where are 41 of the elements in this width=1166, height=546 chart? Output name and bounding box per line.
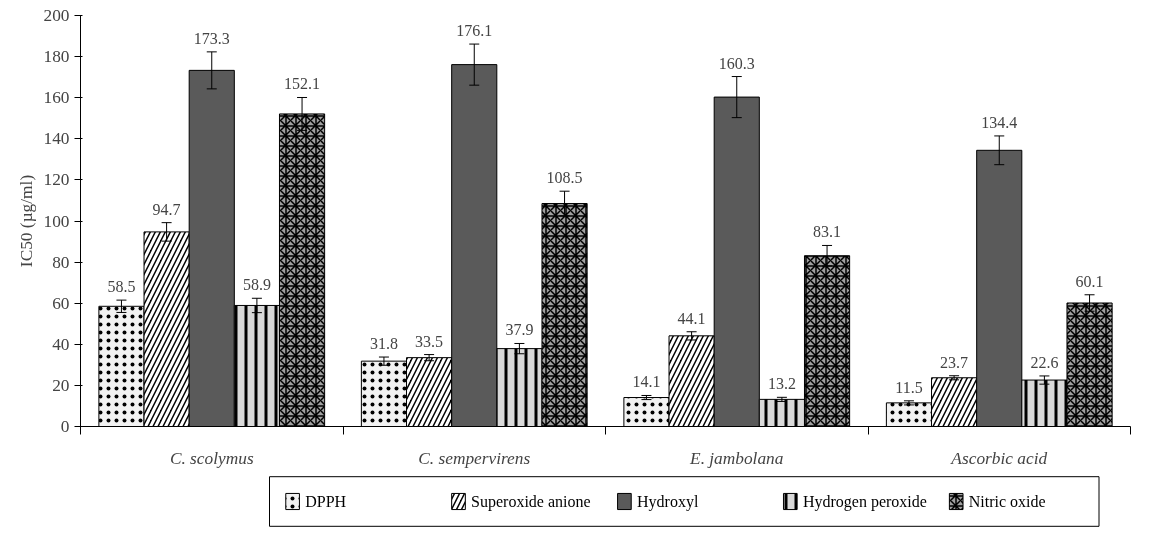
y-tick-label: 160	[43, 88, 70, 108]
y-tick-label: 40	[52, 334, 70, 354]
legend-label: Superoxide anione	[471, 493, 591, 511]
data-label: 31.8	[369, 335, 398, 353]
x-tick-label: C. scolymus	[169, 448, 254, 468]
y-tick-label: 60	[52, 293, 70, 313]
data-label: 13.2	[767, 375, 796, 393]
y-axis-title: IC50 (µg/ml)	[16, 174, 36, 268]
x-tick-label: Ascorbic acid	[950, 448, 1048, 468]
data-label: 83.1	[813, 223, 842, 241]
data-label: 94.7	[152, 200, 181, 218]
data-label: 11.5	[895, 378, 923, 396]
legend-label: Nitric oxide	[968, 493, 1046, 510]
data-label: 60.1	[1075, 272, 1104, 290]
data-label: 134.4	[981, 113, 1018, 131]
x-tick-label: E. jambolana	[689, 448, 784, 468]
data-label: 152.1	[284, 75, 321, 93]
y-tick-label: 80	[52, 252, 70, 272]
y-tick-label: 0	[60, 417, 70, 436]
data-label: 173.3	[193, 29, 230, 47]
data-label: 108.5	[546, 169, 583, 187]
y-tick-label: 20	[52, 375, 70, 395]
data-label: 58.9	[242, 276, 271, 294]
y-tick-label: 120	[43, 170, 70, 190]
data-label: 33.5	[415, 332, 444, 350]
y-tick-label: 100	[43, 211, 70, 231]
y-tick-label: 180	[43, 47, 70, 67]
y-tick-label: 200	[43, 6, 70, 25]
data-label: 160.3	[718, 54, 755, 72]
x-tick-label: C. sempervirens	[418, 448, 531, 468]
data-label: 37.9	[505, 321, 534, 339]
data-label: 44.1	[677, 309, 706, 327]
data-label: 22.6	[1030, 353, 1059, 371]
y-tick-label: 140	[43, 129, 70, 149]
legend-label: Hydroxyl	[637, 493, 699, 511]
data-label: 58.5	[107, 278, 136, 296]
data-label: 23.7	[940, 353, 969, 371]
data-label: 14.1	[632, 373, 661, 391]
legend-label: Hydrogen peroxide	[802, 493, 927, 511]
data-label: 176.1	[456, 22, 493, 40]
legend-label: DPPH	[305, 493, 347, 510]
